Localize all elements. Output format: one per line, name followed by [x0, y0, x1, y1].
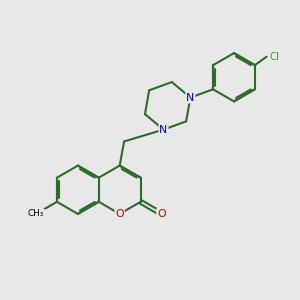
Text: O: O [157, 209, 166, 219]
Text: N: N [159, 124, 168, 135]
Text: N: N [186, 93, 194, 103]
Text: Cl: Cl [270, 52, 280, 62]
Text: O: O [116, 209, 124, 219]
Text: CH₃: CH₃ [28, 209, 44, 218]
